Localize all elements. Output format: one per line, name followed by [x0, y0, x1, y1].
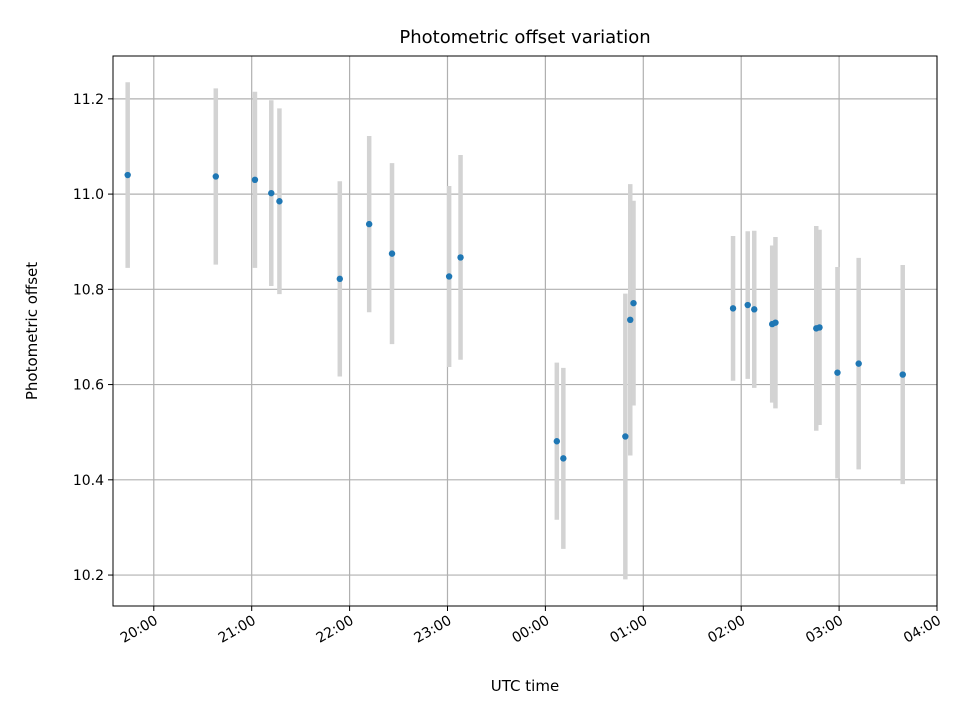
- y-tick-label: 11.2: [73, 92, 104, 108]
- x-axis-label: UTC time: [491, 677, 559, 695]
- y-tick-label: 10.4: [73, 473, 104, 489]
- data-point: [445, 273, 453, 280]
- x-axis: 20:00 21:00 22:00 23:00 00:00 01:00 02:00 03:00…: [118, 606, 944, 647]
- data-point: [388, 250, 396, 257]
- x-tick-label: 01:00: [607, 613, 650, 647]
- x-tick-label: 03:00: [803, 613, 846, 647]
- data-point: [834, 369, 841, 376]
- data-point: [816, 324, 823, 331]
- data-point: [365, 220, 373, 228]
- data-point: [560, 455, 567, 462]
- x-tick-label: 22:00: [314, 613, 357, 647]
- grid: [113, 56, 938, 606]
- plot-frame: [112, 55, 938, 607]
- x-tick-label: 23:00: [412, 613, 455, 647]
- data-points: [124, 171, 906, 462]
- y-tick-label: 10.8: [73, 282, 104, 298]
- data-point: [457, 254, 464, 261]
- x-tick-label: 02:00: [705, 613, 748, 647]
- data-point: [124, 171, 131, 179]
- data-point: [251, 176, 259, 184]
- data-point: [772, 319, 779, 326]
- data-point: [268, 189, 275, 197]
- data-point: [336, 275, 344, 283]
- x-tick-label: 00:00: [509, 613, 552, 647]
- data-point: [622, 433, 629, 440]
- y-axis: 10.2 10.4 10.6 10.8 11.0 11.2: [73, 92, 113, 584]
- y-tick-label: 11.0: [73, 187, 104, 203]
- data-point: [751, 306, 758, 313]
- x-tick-label: 04:00: [901, 613, 944, 647]
- data-point: [744, 301, 751, 309]
- data-point: [276, 198, 283, 205]
- data-point: [855, 360, 862, 367]
- data-point: [553, 438, 561, 445]
- data-point: [627, 316, 634, 324]
- x-tick-label: 21:00: [216, 613, 259, 647]
- data-point: [729, 305, 737, 312]
- y-tick-label: 10.6: [73, 378, 104, 394]
- data-point: [212, 173, 219, 180]
- x-tick-label: 20:00: [118, 613, 161, 647]
- error-bars: [125, 82, 905, 580]
- y-axis-label: Photometric offset: [23, 262, 41, 400]
- data-point: [630, 299, 637, 307]
- data-point: [899, 371, 906, 378]
- chart-title: Photometric offset variation: [399, 27, 650, 48]
- y-tick-label: 10.2: [73, 568, 104, 584]
